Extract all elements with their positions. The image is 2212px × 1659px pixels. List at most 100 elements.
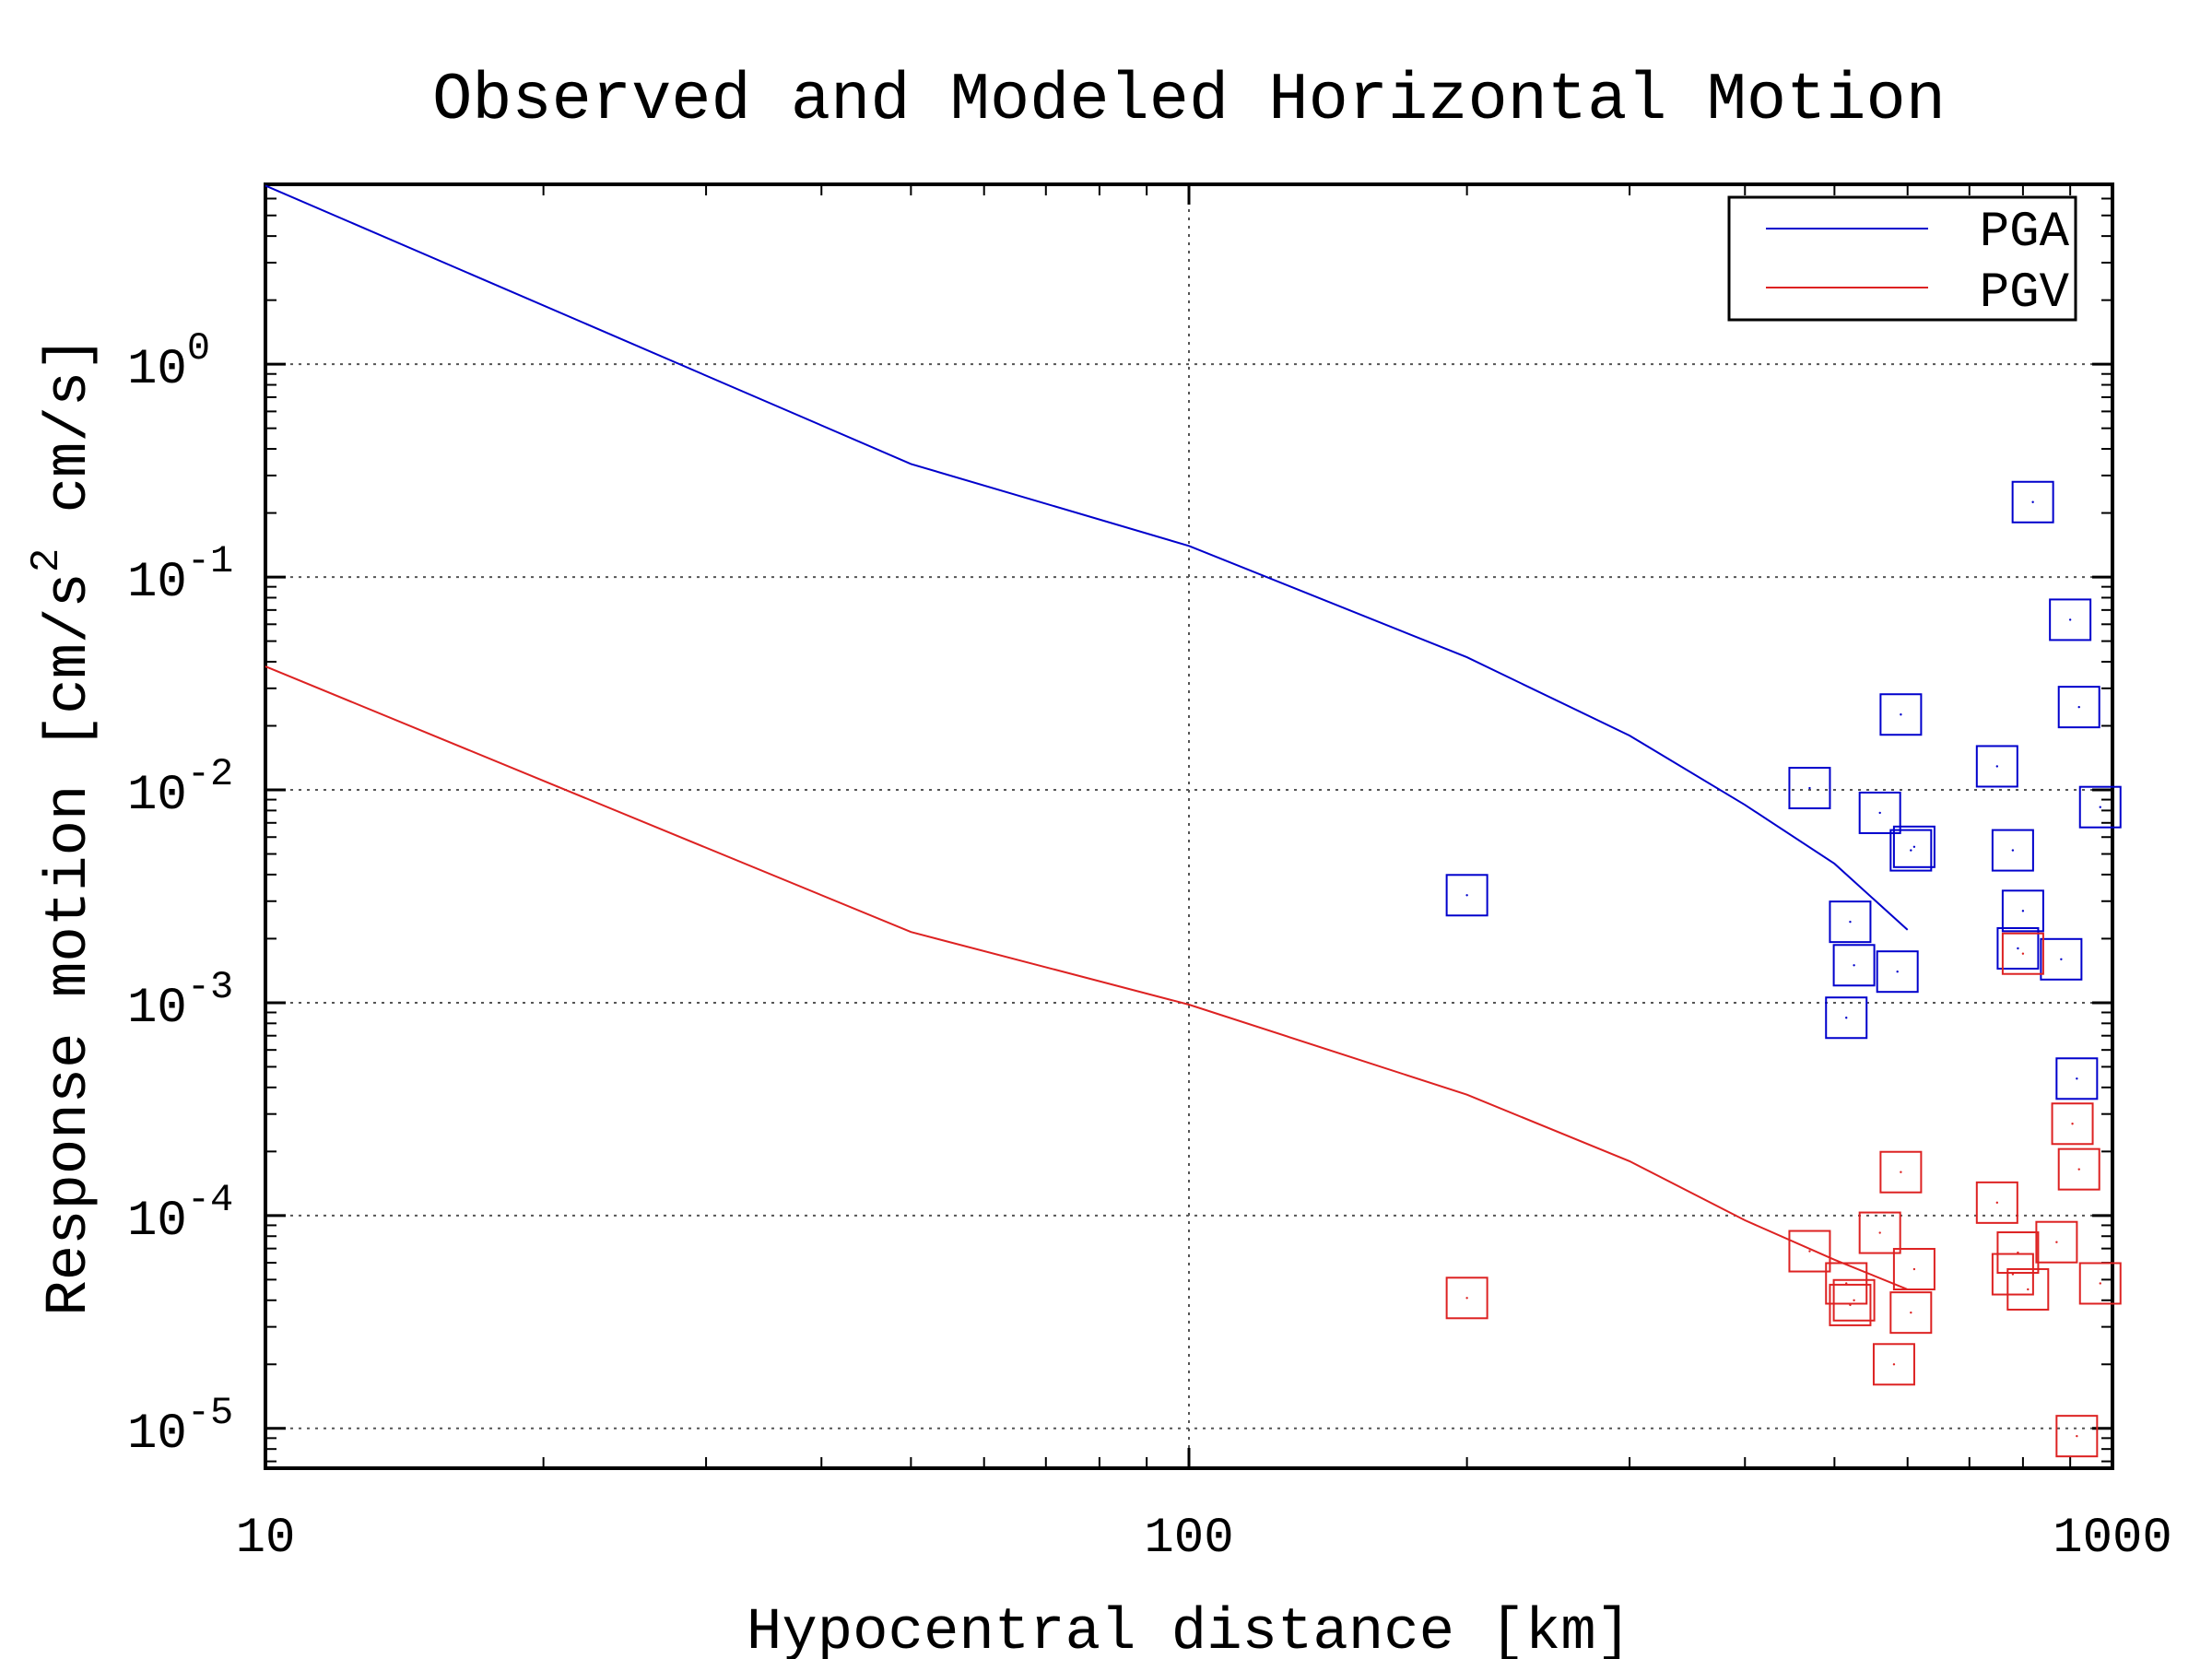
pga-observed-point bbox=[1845, 1017, 1848, 1019]
pga-observed-marker bbox=[1892, 825, 1936, 868]
pga-observed-point bbox=[2076, 1077, 2078, 1080]
y-tick-label: 10-1 bbox=[127, 539, 233, 611]
y-tick-label: 10-2 bbox=[127, 752, 233, 824]
pga-observed-marker bbox=[2057, 686, 2100, 729]
pgv-observed-marker bbox=[1975, 1181, 2018, 1224]
pgv-observed-marker bbox=[2078, 1262, 2122, 1305]
pgv-observed-point bbox=[1853, 1299, 1855, 1301]
legend-box bbox=[1727, 195, 2077, 322]
x-tick-label: 10 bbox=[236, 1511, 296, 1567]
y-tick-label: 10-3 bbox=[127, 965, 233, 1037]
pgv-observed-marker bbox=[1825, 1262, 1868, 1305]
pga-observed-marker bbox=[1876, 950, 1919, 994]
pga-observed-marker bbox=[1445, 874, 1488, 917]
pgv-observed-point bbox=[1465, 1297, 1468, 1300]
y-axis-label-sup: 2 bbox=[24, 548, 70, 572]
pgv-observed-marker bbox=[1832, 1278, 1876, 1322]
pga-observed-marker bbox=[1788, 767, 1831, 810]
pga-observed-point bbox=[2099, 806, 2101, 808]
y-tick-labels: 100 10-1 10-2 10-3 10-4 10-5 bbox=[127, 326, 233, 1463]
pgv-observed-marker bbox=[1788, 1230, 1831, 1273]
y-axis-label-main: Response motion [cm/s bbox=[37, 572, 103, 1316]
pgv-observed-point bbox=[1900, 1171, 1902, 1173]
pga-observed-marker bbox=[1825, 996, 1868, 1040]
pgv-observed-marker bbox=[2057, 1147, 2100, 1191]
pga-observed-marker bbox=[1858, 791, 1901, 834]
pgv-observed-marker bbox=[1879, 1150, 1923, 1194]
x-axis-label: Hypocentral distance [km] bbox=[747, 1600, 1631, 1659]
pgv-observed-marker bbox=[1996, 1231, 2040, 1275]
pga-observed-point bbox=[1912, 845, 1916, 849]
pga-observed-point bbox=[1900, 713, 1902, 716]
x-tick-labels: 10 100 1000 bbox=[236, 1511, 2172, 1567]
pga-observed-point bbox=[1465, 894, 1468, 897]
pga-observed-marker bbox=[2049, 598, 2092, 641]
series-markers bbox=[1445, 480, 2122, 1458]
pgv-observed-point bbox=[2021, 952, 2025, 955]
pga-observed-point bbox=[1853, 964, 1855, 967]
legend-label-pgv: PGV bbox=[1980, 265, 2070, 322]
pgv-observed-point bbox=[1910, 1311, 1912, 1314]
legend: PGA PGV bbox=[1727, 195, 2077, 322]
pgv-observed-marker bbox=[2051, 1102, 2094, 1146]
pgv-observed-marker bbox=[2006, 1267, 2050, 1311]
pga-observed-point bbox=[1849, 920, 1852, 924]
legend-label-pga: PGA bbox=[1980, 205, 2070, 261]
pga-observed-marker bbox=[1889, 829, 1933, 872]
x-tick-label: 1000 bbox=[2053, 1511, 2172, 1567]
pgv-observed-point bbox=[2076, 1434, 2078, 1438]
pgv-observed-point bbox=[2077, 1168, 2080, 1171]
pga-observed-marker bbox=[1832, 944, 1876, 987]
pga-observed-marker bbox=[1996, 926, 2040, 970]
pgv-observed-point bbox=[2017, 1251, 2019, 1254]
pgv-observed-marker bbox=[2055, 1415, 2099, 1458]
pgv-observed-marker bbox=[1892, 1248, 1936, 1291]
pgv-observed-marker bbox=[1991, 1253, 2034, 1296]
pgv-observed-marker bbox=[2001, 932, 2044, 975]
pga-observed-marker bbox=[2011, 480, 2054, 524]
pga-observed-point bbox=[2077, 705, 2080, 709]
y-axis-label-tail: cm/s] bbox=[37, 335, 103, 547]
grid bbox=[265, 184, 2112, 1468]
pga-observed-marker bbox=[2078, 785, 2122, 829]
pga-observed-point bbox=[2021, 910, 2025, 912]
pgv-observed-point bbox=[1892, 1363, 1896, 1366]
x-tick-label: 100 bbox=[1144, 1511, 1233, 1567]
pga-observed-point bbox=[2031, 500, 2034, 503]
pga-model-line bbox=[265, 184, 1909, 931]
y-axis-label: Response motion [cm/s2 cm/s] bbox=[24, 335, 103, 1315]
pgv-model-line bbox=[265, 665, 1909, 1290]
pgv-observed-marker bbox=[1829, 1283, 1872, 1326]
pga-observed-marker bbox=[2001, 889, 2044, 933]
pga-observed-point bbox=[2068, 618, 2072, 621]
pgv-observed-marker bbox=[1445, 1277, 1488, 1320]
pgv-observed-marker bbox=[1858, 1211, 1901, 1254]
pga-observed-point bbox=[1808, 786, 1811, 790]
pgv-observed-point bbox=[1878, 1231, 1881, 1234]
minor-ticks bbox=[264, 183, 2114, 1468]
pga-observed-point bbox=[1910, 849, 1912, 852]
pga-observed-marker bbox=[2040, 937, 2083, 981]
pga-observed-marker bbox=[1879, 693, 1923, 736]
chart-title: Observed and Modeled Horizontal Motion bbox=[432, 63, 1946, 138]
pga-observed-point bbox=[1896, 970, 1899, 973]
pgv-observed-point bbox=[2027, 1288, 2030, 1291]
pga-observed-point bbox=[1878, 811, 1881, 815]
y-tick-label: 10-4 bbox=[127, 1178, 233, 1250]
pga-observed-point bbox=[2017, 947, 2019, 950]
y-tick-label: 10-5 bbox=[127, 1391, 233, 1463]
y-tick-label: 100 bbox=[127, 326, 210, 398]
pga-observed-point bbox=[1995, 765, 1999, 768]
pgv-observed-point bbox=[2055, 1241, 2058, 1243]
pgv-observed-point bbox=[1912, 1267, 1916, 1271]
pga-observed-marker bbox=[1975, 745, 2018, 788]
pgv-observed-point bbox=[2071, 1123, 2074, 1125]
pga-observed-marker bbox=[1991, 829, 2034, 872]
pgv-observed-marker bbox=[1872, 1343, 1915, 1386]
pga-observed-point bbox=[2011, 849, 2015, 852]
pgv-observed-marker bbox=[2035, 1220, 2078, 1264]
pga-observed-point bbox=[2060, 958, 2063, 961]
pgv-observed-point bbox=[1995, 1201, 1999, 1205]
pgv-observed-point bbox=[1849, 1303, 1852, 1307]
